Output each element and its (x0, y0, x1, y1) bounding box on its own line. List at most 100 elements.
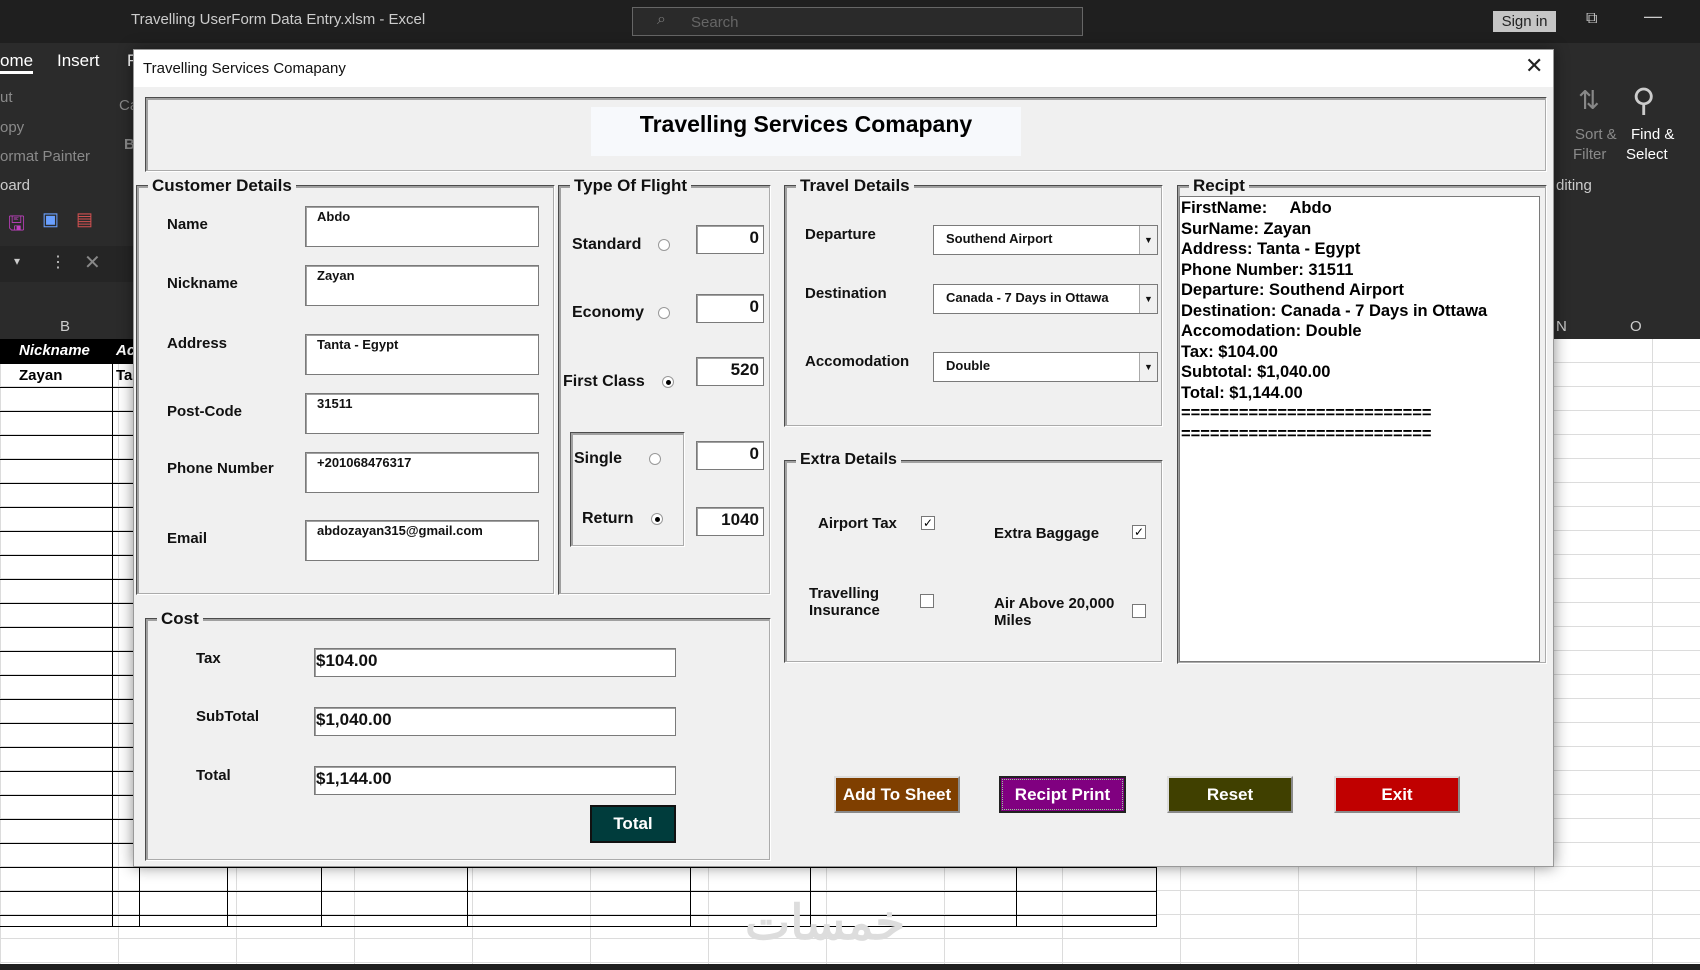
exit-button[interactable]: Exit (1334, 776, 1460, 813)
name-input[interactable]: Abdo (305, 206, 539, 247)
more-icon[interactable]: ⋮ (50, 254, 66, 271)
column-n[interactable]: N (1556, 318, 1567, 335)
watermark-logo: خمسات (745, 897, 906, 950)
cut-button[interactable]: ut (0, 89, 13, 106)
type-of-flight-frame: Type Of Flight (558, 176, 771, 595)
single-radio[interactable] (649, 453, 661, 465)
column-o[interactable]: O (1630, 318, 1642, 335)
receipt-line: FirstName: Abdo (1181, 199, 1332, 217)
cost-legend: Cost (157, 609, 203, 629)
find-select-label: Select (1626, 146, 1668, 163)
nickname-label: Nickname (167, 275, 238, 292)
cell-address[interactable]: Ta (116, 367, 133, 384)
miles-label-line2: Miles (994, 612, 1032, 629)
receipt-print-button[interactable]: Recipt Print (999, 776, 1126, 813)
departure-select[interactable]: Southend Airport ▼ (933, 225, 1158, 255)
miles-checkbox[interactable] (1132, 604, 1146, 618)
postcode-input[interactable]: 31511 (305, 393, 539, 434)
header-row: Nickname Ac (0, 339, 140, 363)
add-to-sheet-button[interactable]: Add To Sheet (834, 776, 960, 813)
clipboard-group-label: oard (0, 177, 31, 194)
departure-label: Departure (805, 226, 876, 243)
receipt-line: Tax: $104.00 (1181, 342, 1278, 361)
insurance-checkbox[interactable] (920, 594, 934, 608)
search-box[interactable]: ⌕ Search (632, 7, 1083, 36)
total-label: Total (196, 767, 231, 784)
total-output[interactable]: $1,144.00 (314, 766, 676, 795)
first-class-price[interactable]: 520 (696, 357, 764, 386)
standard-radio[interactable] (658, 239, 670, 251)
data-table: Zayan Ta (0, 363, 140, 927)
airport-tax-label: Airport Tax (818, 515, 897, 532)
trip-type-frame (570, 432, 685, 547)
sort-filter-button[interactable]: Sort & (1575, 126, 1617, 143)
nickname-input[interactable]: Zayan (305, 265, 539, 306)
minimize-icon[interactable]: — (1644, 6, 1662, 26)
column-b[interactable]: B (60, 318, 71, 335)
return-label: Return (582, 510, 634, 527)
bold-button[interactable]: B (124, 136, 135, 153)
tab-insert[interactable]: Insert (57, 51, 100, 70)
economy-radio[interactable] (658, 307, 670, 319)
destination-select[interactable]: Canada - 7 Days in Ottawa ▼ (933, 284, 1158, 314)
receipt-textbox[interactable]: FirstName: Abdo SurName: Zayan Address: Ta… (1179, 196, 1540, 662)
close-icon[interactable]: ✕ (1525, 53, 1544, 78)
find-select-button[interactable]: Find & (1631, 126, 1675, 143)
reset-button[interactable]: Reset (1167, 776, 1293, 813)
receipt-line: Subtotal: $1,040.00 (1181, 363, 1331, 381)
accommodation-select[interactable]: Double ▼ (933, 352, 1158, 382)
address-input[interactable]: Tanta - Egypt (305, 334, 539, 375)
tax-output[interactable]: $104.00 (314, 648, 676, 677)
economy-price[interactable]: 0 (696, 294, 764, 323)
receipt-line: Departure: Southend Airport (1181, 281, 1405, 299)
tab-page[interactable]: F (127, 51, 137, 71)
email-input[interactable]: abdozayan315@gmail.com (305, 520, 539, 561)
name-label: Name (167, 216, 208, 233)
receipt-line: SurName: Zayan (1181, 219, 1312, 238)
format-painter-button[interactable]: ormat Painter (0, 148, 91, 165)
dialog-title-bar: Travelling Services Comapany ✕ (134, 50, 1553, 87)
economy-label: Economy (572, 304, 645, 321)
calc-icon[interactable]: ▤ (76, 209, 94, 229)
form-icon[interactable]: ▣ (42, 209, 60, 229)
search-placeholder: Search (691, 14, 739, 31)
subtotal-output[interactable]: $1,040.00 (314, 707, 676, 736)
chevron-down-icon[interactable]: ▼ (1139, 226, 1157, 254)
ribbon-display-icon[interactable]: ⧉ (1586, 10, 1598, 27)
travel-details-frame: Travel Details (784, 176, 1163, 427)
first-class-radio[interactable] (662, 376, 674, 388)
save-icon[interactable]: 🖫 (8, 213, 26, 235)
airport-tax-checkbox[interactable]: ✓ (921, 516, 935, 530)
single-label: Single (574, 450, 623, 467)
customer-details-legend: Customer Details (148, 176, 296, 196)
sort-filter-icon: ⇅ (1578, 85, 1600, 115)
chevron-down-icon[interactable]: ▼ (1139, 285, 1157, 313)
receipt-line: ========================== (1181, 424, 1432, 443)
return-radio[interactable] (651, 513, 663, 525)
postcode-label: Post-Code (167, 403, 242, 420)
name-box-dropdown-icon[interactable]: ▾ (14, 254, 21, 268)
chevron-down-icon[interactable]: ▼ (1139, 353, 1157, 381)
receipt-line: Destination: Canada - 7 Days in Ottawa (1181, 301, 1488, 320)
single-price[interactable]: 0 (696, 441, 764, 470)
destination-value: Canada - 7 Days in Ottawa (946, 290, 1109, 305)
receipt-legend: Recipt (1189, 176, 1249, 196)
copy-button[interactable]: opy (0, 119, 25, 136)
type-of-flight-legend: Type Of Flight (570, 176, 692, 196)
tab-home[interactable]: ome (0, 51, 34, 74)
cost-frame: Cost (145, 609, 771, 861)
dialog-title: Travelling Services Comapany (143, 60, 346, 77)
cancel-icon[interactable]: ✕ (84, 252, 101, 274)
return-price[interactable]: 1040 (696, 507, 764, 536)
sign-in-button[interactable]: Sign in (1493, 11, 1556, 32)
phone-input[interactable]: +201068476317 (305, 452, 539, 493)
departure-value: Southend Airport (946, 231, 1053, 246)
extra-details-frame: Extra Details (784, 451, 1163, 663)
total-button[interactable]: Total (590, 805, 676, 843)
find-icon: ⚲ (1632, 82, 1656, 118)
extra-baggage-checkbox[interactable]: ✓ (1132, 525, 1146, 539)
cell-nickname[interactable]: Zayan (19, 367, 63, 384)
cell-nickname-header[interactable]: Nickname (19, 342, 90, 359)
cell-address-header[interactable]: Ac (116, 342, 136, 359)
standard-price[interactable]: 0 (696, 225, 764, 254)
